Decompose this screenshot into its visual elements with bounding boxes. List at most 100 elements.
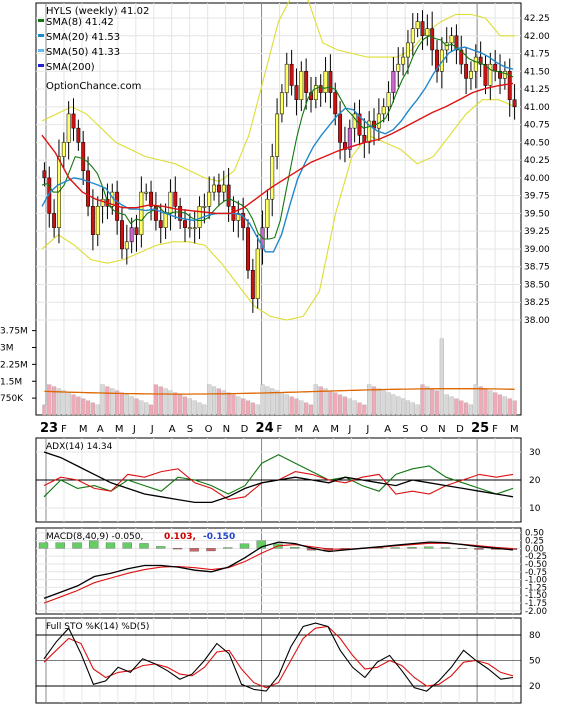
candle-body bbox=[164, 213, 167, 227]
price-tick-label: 40.50 bbox=[524, 138, 550, 148]
candle-body bbox=[392, 71, 395, 92]
volume-bar bbox=[178, 395, 182, 415]
volume-bar bbox=[57, 389, 61, 415]
price-tick-label: 41.75 bbox=[524, 50, 550, 60]
volume-bar bbox=[241, 399, 245, 415]
macd-histogram-bar bbox=[408, 547, 417, 548]
volume-bar bbox=[47, 385, 51, 415]
volume-bar bbox=[193, 401, 197, 415]
volume-bar bbox=[101, 385, 105, 415]
volume-bar bbox=[188, 399, 192, 415]
volume-bar bbox=[217, 389, 221, 415]
price-tick-label: 38.50 bbox=[524, 280, 550, 290]
candle-body bbox=[469, 71, 472, 78]
x-label: M bbox=[294, 424, 303, 435]
candle-body bbox=[363, 135, 366, 142]
volume-bar bbox=[488, 391, 492, 415]
volume-bar bbox=[67, 393, 71, 415]
volume-bar bbox=[377, 389, 381, 415]
candle-body bbox=[72, 114, 75, 128]
volume-bar bbox=[498, 395, 502, 415]
candle-body bbox=[193, 228, 196, 229]
candle-body bbox=[120, 221, 123, 249]
candle-body bbox=[338, 114, 341, 142]
x-label: S bbox=[402, 424, 408, 435]
candle-body bbox=[426, 29, 429, 36]
candle-body bbox=[159, 221, 162, 228]
volume-bar bbox=[387, 393, 391, 415]
candle-body bbox=[397, 64, 400, 71]
volume-bar bbox=[411, 403, 415, 415]
candle-body bbox=[217, 185, 220, 192]
candle-body bbox=[96, 206, 99, 234]
legend-label: SMA(8) 41.42 bbox=[46, 17, 114, 28]
candle-body bbox=[149, 192, 152, 206]
sto-tick-label: 50 bbox=[529, 657, 541, 667]
volume-bar bbox=[484, 389, 488, 415]
candle-body bbox=[401, 57, 404, 64]
volume-bar bbox=[401, 399, 405, 415]
volume-bar bbox=[275, 391, 279, 415]
volume-tick-label: 750K bbox=[0, 394, 24, 404]
price-tick-label: 38.00 bbox=[524, 316, 550, 326]
macd-histogram-bar bbox=[173, 548, 182, 549]
x-label: J bbox=[132, 424, 136, 435]
volume-bar bbox=[459, 401, 463, 415]
x-label: M bbox=[510, 424, 519, 435]
price-tick-label: 39.50 bbox=[524, 209, 550, 219]
volume-tick-label: 1.5M bbox=[0, 377, 22, 387]
volume-bar bbox=[173, 393, 177, 415]
volume-bar bbox=[304, 403, 308, 415]
volume-bar bbox=[503, 397, 507, 415]
volume-bar bbox=[105, 387, 109, 415]
volume-bar bbox=[406, 401, 410, 415]
candle-body bbox=[382, 107, 385, 114]
volume-bar bbox=[139, 401, 143, 415]
volume-bar bbox=[445, 395, 449, 415]
volume-bar bbox=[513, 401, 517, 415]
legend-label: SMA(50) 41.33 bbox=[46, 47, 120, 58]
macd-tick-label: -2.00 bbox=[525, 607, 547, 617]
candle-body bbox=[300, 71, 303, 99]
price-tick-label: 38.25 bbox=[524, 298, 550, 308]
legend-label: SMA(20) 41.53 bbox=[46, 32, 120, 43]
volume-bar bbox=[261, 385, 265, 415]
volume-bar bbox=[396, 397, 400, 415]
candle-body bbox=[329, 71, 332, 92]
volume-bar bbox=[86, 401, 90, 415]
price-tick-label: 41.50 bbox=[524, 67, 550, 77]
volume-bar bbox=[115, 391, 119, 415]
price-axis-ticks: 42.2542.0041.7541.5041.2541.0040.7540.50… bbox=[524, 14, 550, 326]
volume-bar bbox=[198, 403, 202, 415]
macd-histogram-bar bbox=[156, 546, 165, 548]
candle-body bbox=[188, 228, 191, 229]
candle-body bbox=[324, 71, 327, 92]
volume-bar bbox=[367, 385, 371, 415]
candle-body bbox=[130, 228, 133, 242]
x-label: 25 bbox=[471, 421, 489, 436]
macd-histogram-bar bbox=[475, 548, 484, 549]
volume-bar bbox=[333, 393, 337, 415]
panel-price bbox=[36, 3, 521, 415]
macd-label: MACD(8,40,9) -0.050, bbox=[46, 532, 143, 542]
volume-bar bbox=[295, 399, 299, 415]
candle-body bbox=[169, 192, 172, 213]
volume-bar bbox=[154, 385, 158, 415]
volume-bar bbox=[265, 387, 269, 415]
price-tick-label: 40.00 bbox=[524, 174, 550, 184]
volume-bar bbox=[328, 391, 332, 415]
volume-bar bbox=[358, 403, 362, 415]
x-label: S bbox=[187, 424, 193, 435]
symbol-label: HYLS (weekly) 41.02 bbox=[46, 6, 149, 17]
x-label: M bbox=[115, 424, 124, 435]
candle-body bbox=[77, 128, 80, 142]
volume-bar bbox=[125, 395, 129, 415]
volume-bar bbox=[52, 387, 56, 415]
volume-bar bbox=[290, 397, 294, 415]
legend-swatch bbox=[38, 49, 44, 52]
volume-bar bbox=[120, 393, 124, 415]
macd-histogram-bar bbox=[106, 543, 115, 549]
candle-body bbox=[212, 185, 215, 192]
